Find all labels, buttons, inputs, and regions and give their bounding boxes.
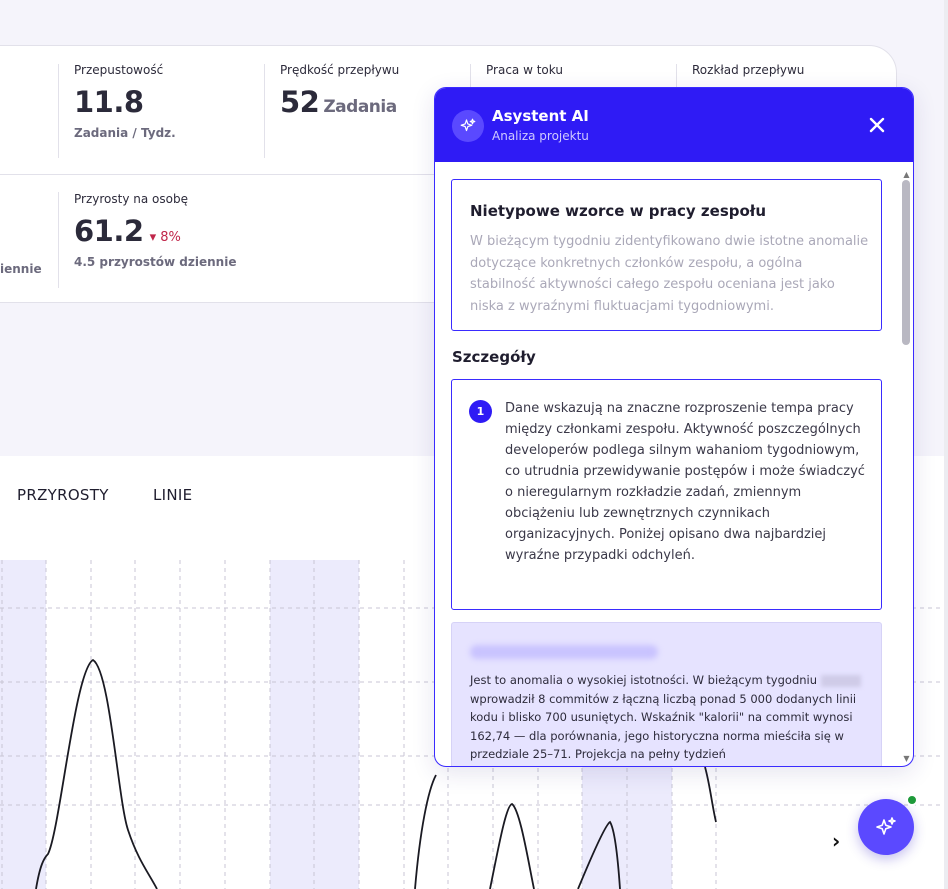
metric-label: Praca w toku xyxy=(486,63,563,77)
close-icon[interactable] xyxy=(867,115,887,135)
metric-label: Przepustowość xyxy=(74,63,164,77)
kpi-col-divider xyxy=(58,192,59,288)
metric-value: 52 xyxy=(280,85,320,119)
metric-flow-distribution: Rozkład przepływu xyxy=(692,63,804,77)
metric-wip: Praca w toku xyxy=(486,63,563,77)
ai-panel-header: Asystent AI Analiza projektu xyxy=(435,88,913,162)
online-status-dot xyxy=(906,794,918,806)
ai-panel-subtitle: Analiza projektu xyxy=(492,129,589,143)
redacted-name xyxy=(820,674,861,687)
ai-assistant-panel: Asystent AI Analiza projektu Nietypowe w… xyxy=(434,87,914,767)
anomaly-text-part: Jest to anomalia o wysokiej istotności. … xyxy=(470,673,818,687)
series-line xyxy=(577,820,621,889)
tab-lines[interactable]: LINIE xyxy=(153,486,193,504)
metric-label: Prędkość przepływu xyxy=(280,63,400,77)
scroll-up-arrow[interactable]: ▲ xyxy=(903,170,910,179)
tab-increments[interactable]: PRZYROSTY xyxy=(17,486,109,504)
kpi-col-divider xyxy=(58,64,59,158)
detail-text: Dane wskazują na znaczne rozproszenie te… xyxy=(505,401,865,563)
delta-badge: ▾ 8% xyxy=(149,230,181,245)
series-line xyxy=(35,658,158,889)
metric-flow-speed: Prędkość przepływu 52 Zadania xyxy=(280,63,399,119)
ai-panel-title: Asystent AI xyxy=(492,107,589,125)
details-heading: Szczegóły xyxy=(452,348,536,366)
metric-label: Rozkład przepływu xyxy=(692,63,805,77)
metric-value-row: 52 Zadania xyxy=(280,85,399,119)
summary-text: W bieżącym tygodniu zidentyfikowano dwie… xyxy=(470,234,869,314)
metric-increments-per-person: Przyrosty na osobę 61.2 ▾ 8% 4.5 przyrost… xyxy=(74,192,236,269)
series-line xyxy=(414,774,437,889)
kpi-col-divider xyxy=(264,64,265,158)
ai-assistant-button[interactable] xyxy=(858,799,914,855)
detail-number-badge: 1 xyxy=(469,400,492,423)
anomaly-text-part: wprowadził 8 commitów z łączną liczbą po… xyxy=(470,691,857,762)
chart-band xyxy=(0,560,46,889)
summary-title: Nietypowe wzorce w pracy zespołu xyxy=(470,202,767,220)
scrollbar-thumb[interactable] xyxy=(902,180,910,345)
scroll-down-arrow[interactable]: ▼ xyxy=(903,754,910,763)
sparkles-icon xyxy=(876,817,896,835)
metric-sub: Zadania / Tydz. xyxy=(74,126,176,140)
metric-value: 61.2 xyxy=(74,214,144,248)
metric-throughput: Przepustowość 11.8 Zadania / Tydz. xyxy=(74,63,176,140)
window-edge xyxy=(944,0,948,889)
anomaly-title-redacted xyxy=(470,645,658,659)
metric-partial-left: iennie xyxy=(0,262,42,276)
series-line xyxy=(489,803,535,889)
metric-sub: 4.5 przyrostów dziennie xyxy=(74,255,237,269)
detail-item: 1 Dane wskazują na znaczne rozproszenie … xyxy=(451,379,882,610)
metric-unit: Zadania xyxy=(323,97,397,117)
sparkles-icon xyxy=(452,110,484,142)
summary-card: Nietypowe wzorce w pracy zespołu W bieżą… xyxy=(451,179,882,331)
metric-label: Przyrosty na osobę xyxy=(74,192,188,206)
metric-sub: iennie xyxy=(0,262,42,276)
chevron-right-icon[interactable]: › xyxy=(832,829,841,853)
anomaly-card: Jest to anomalia o wysokiej istotności. … xyxy=(451,622,882,766)
ai-panel-body[interactable]: Nietypowe wzorce w pracy zespołu W bieżą… xyxy=(435,162,913,766)
anomaly-text: Jest to anomalia o wysokiej istotności. … xyxy=(470,671,875,764)
metric-value-row: 61.2 ▾ 8% xyxy=(74,214,236,248)
metric-value: 11.8 xyxy=(74,85,144,119)
series-line xyxy=(704,766,717,823)
